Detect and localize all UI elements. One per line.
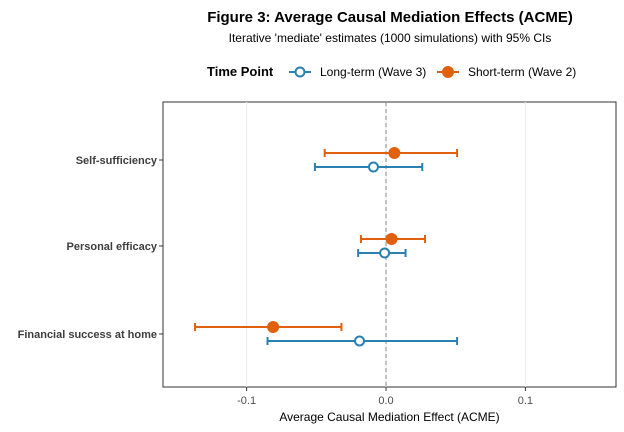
chart-title: Figure 3: Average Causal Mediation Effec… [207, 9, 573, 26]
category-label: Personal efficacy [67, 241, 158, 253]
x-tick-label: 0.1 [518, 395, 533, 407]
x-tick-label: -0.1 [237, 395, 256, 407]
legend-item: Long-term (Wave 3) [289, 65, 426, 79]
category-label: Self-sufficiency [76, 155, 158, 167]
category-label: Financial success at home [18, 329, 157, 341]
chart-subtitle: Iterative 'mediate' estimates (1000 simu… [229, 31, 552, 45]
estimate-point [388, 147, 401, 159]
legend-key-marker [294, 66, 306, 78]
data-marks [194, 147, 459, 347]
estimate-point [354, 335, 366, 347]
estimate-point [367, 161, 379, 173]
x-axis-ticks: -0.1 0.0 0.1 [237, 387, 533, 407]
x-axis-title: Average Causal Mediation Effect (ACME) [279, 410, 499, 424]
category-labels: Self-sufficiency Personal efficacy Financi… [18, 155, 163, 341]
legend-label: Short-term (Wave 2) [468, 65, 576, 79]
estimate-point [267, 321, 280, 333]
estimate-point [385, 233, 398, 245]
x-tick-label: 0.0 [378, 395, 393, 407]
legend-key-marker [442, 66, 454, 78]
legend: Time Point Long-term (Wave 3) Short-term … [207, 64, 576, 79]
legend-item: Short-term (Wave 2) [437, 65, 576, 79]
legend-title: Time Point [207, 64, 274, 79]
legend-label: Long-term (Wave 3) [320, 65, 426, 79]
estimate-point [379, 247, 391, 259]
